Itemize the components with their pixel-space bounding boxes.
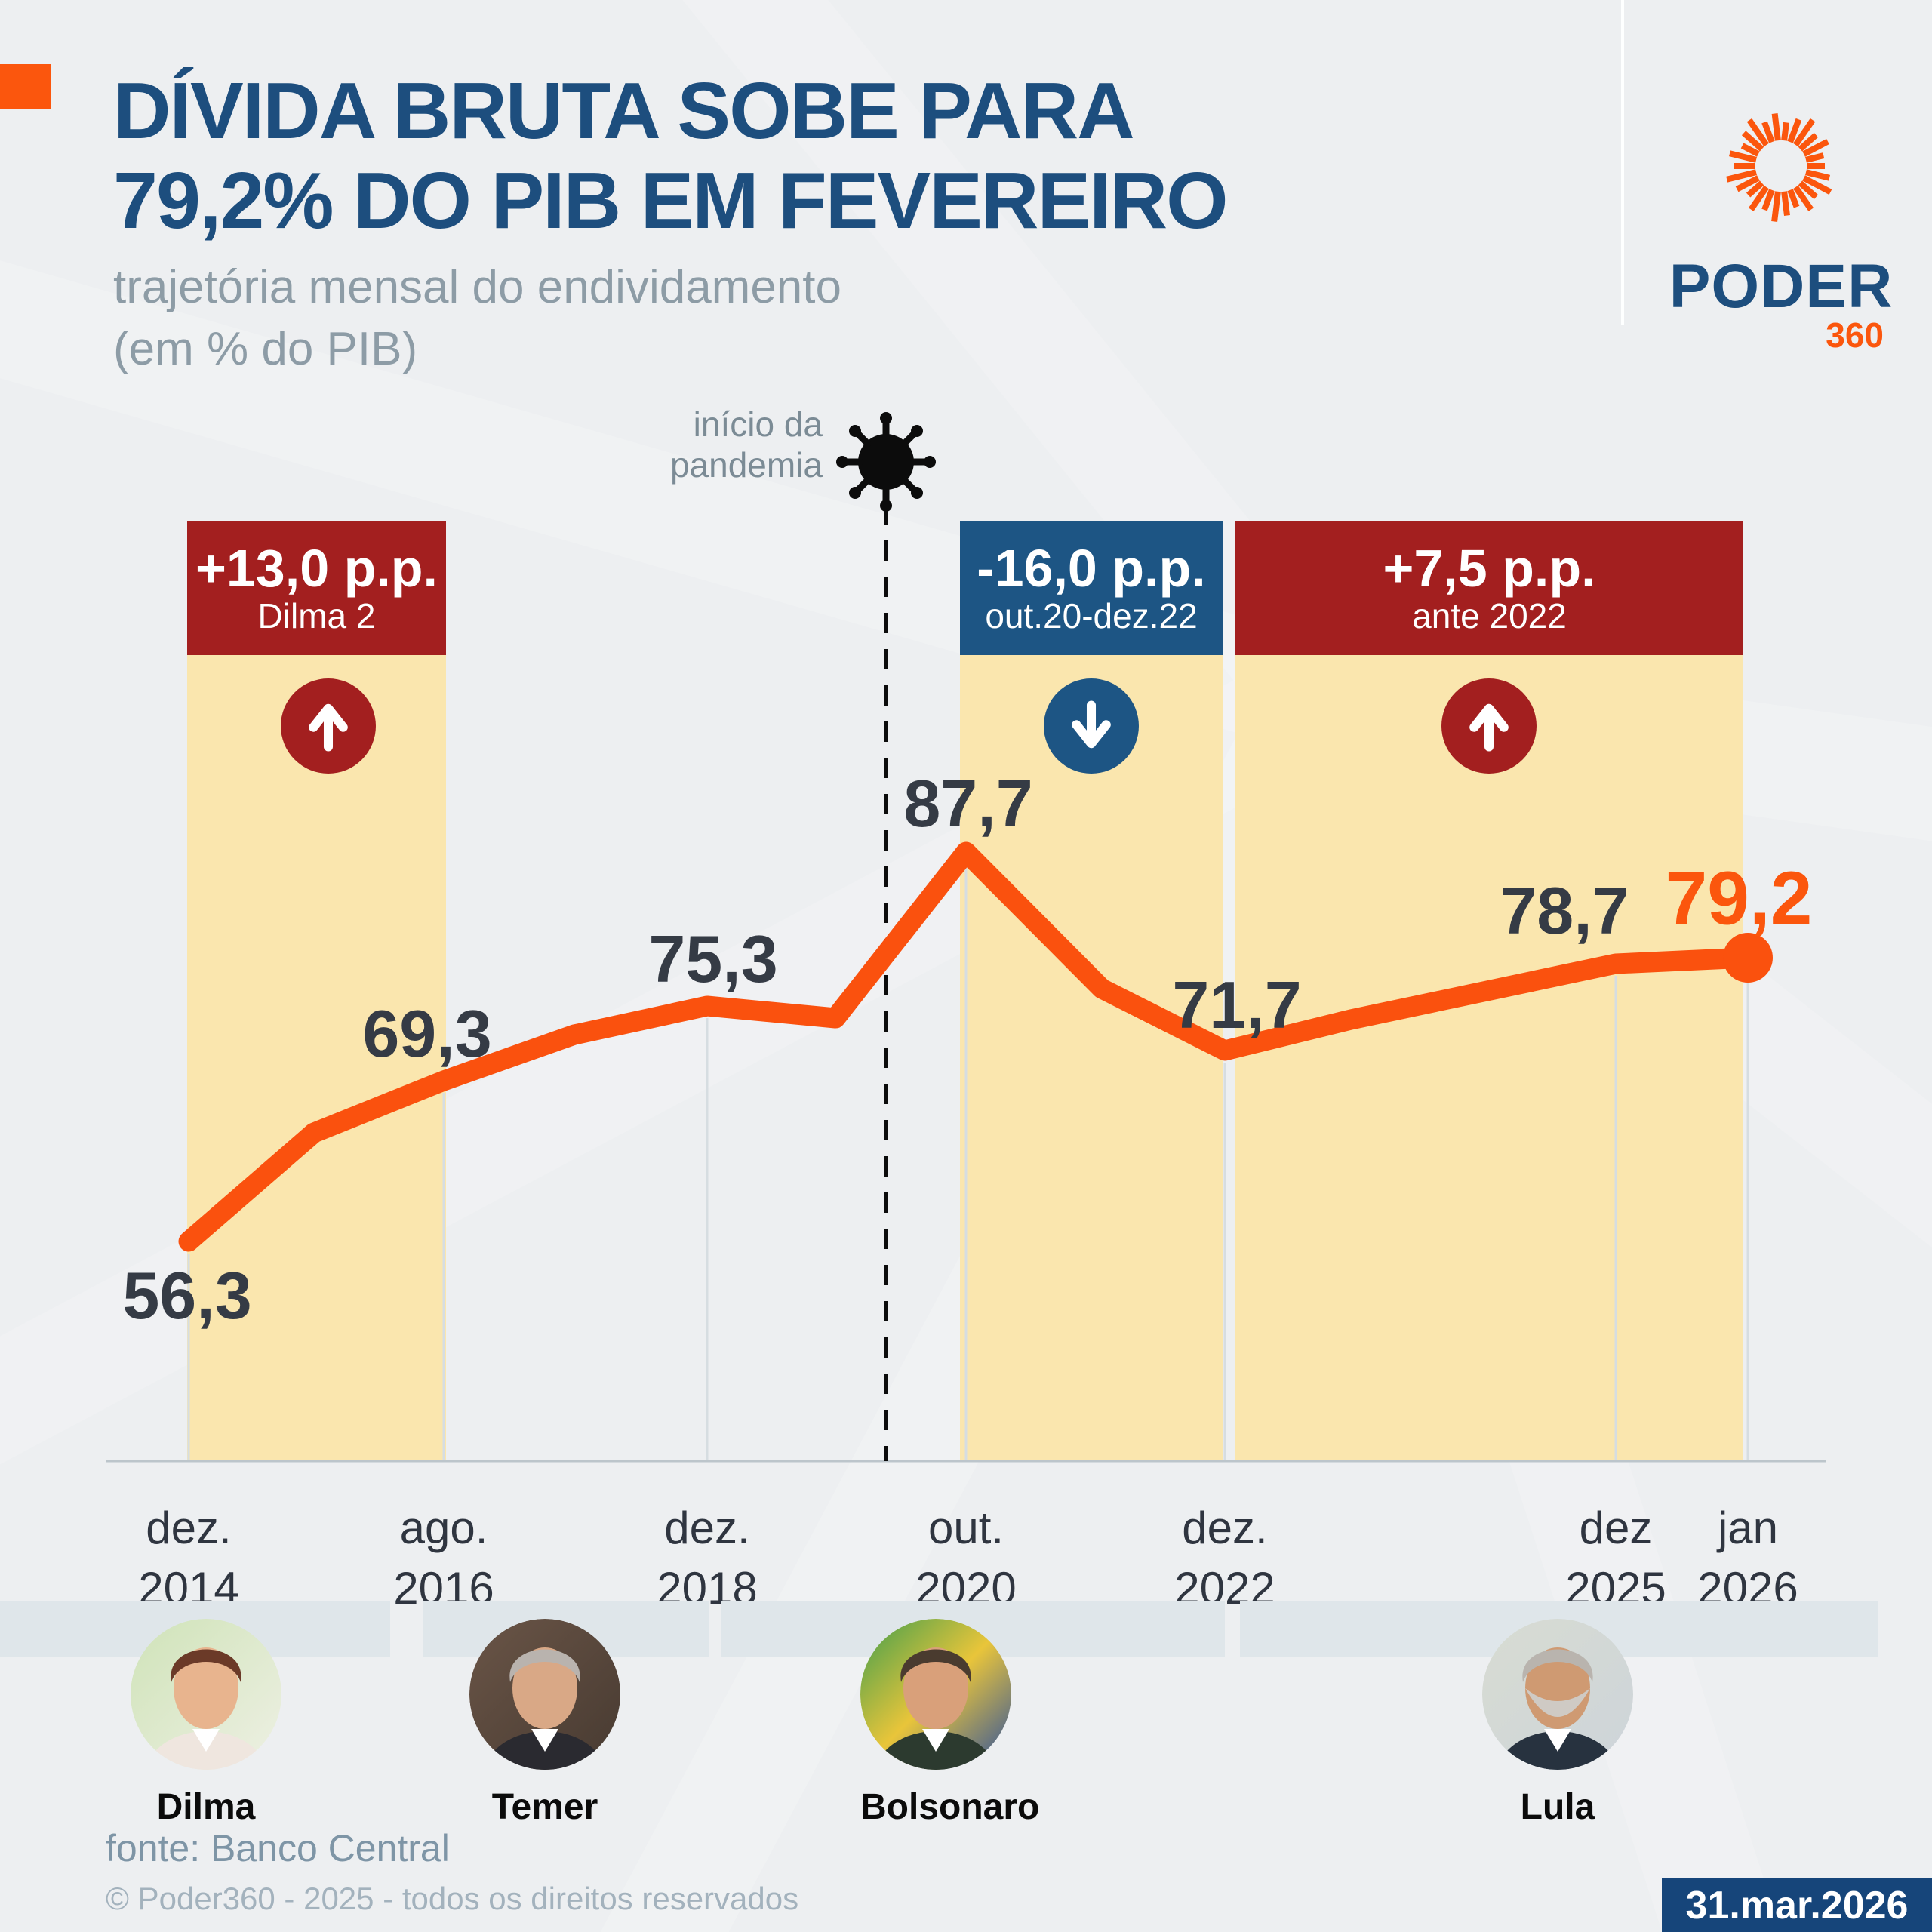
president-photo [469, 1619, 620, 1770]
president-name: Temer [491, 1787, 598, 1827]
data-point-label: 71,7 [1172, 968, 1302, 1043]
logo-wordmark: PODER [1669, 252, 1894, 321]
copyright-note: © Poder360 - 2025 - todos os direitos re… [106, 1881, 799, 1916]
arrow-up-badge [1441, 678, 1537, 774]
president-item: Dilma [131, 1619, 281, 1828]
data-point-label: 79,2 [1665, 856, 1813, 941]
logo-360: 360 [1826, 315, 1884, 355]
source-note: fonte: Banco Central [106, 1827, 450, 1869]
avatar [1482, 1619, 1633, 1770]
down-arrow-icon [1072, 700, 1111, 749]
accent-square [0, 64, 51, 109]
president-name: Lula [1520, 1787, 1595, 1827]
poder360-sunburst-icon [1726, 113, 1832, 222]
pandemic-label: início da pandemia [669, 405, 823, 485]
last-point-marker [1723, 933, 1773, 983]
x-axis-tick-label: ago. 2016 [393, 1503, 494, 1614]
avatar [860, 1619, 1011, 1770]
president-photo [131, 1619, 281, 1770]
arrow-up-badge [281, 678, 376, 774]
poder360-logo: PODER 360 [1668, 91, 1894, 352]
data-point-label: 69,3 [362, 995, 492, 1071]
arrow-down-badge [1044, 678, 1139, 774]
president-photo [1482, 1619, 1633, 1770]
president-photo [860, 1619, 1011, 1770]
highlight-band [187, 655, 446, 1461]
annotation-period: out.20-dez.22 [985, 596, 1198, 635]
data-point-label: 78,7 [1500, 873, 1629, 949]
president-item: Lula [1482, 1619, 1633, 1828]
data-point-label: 87,7 [903, 766, 1033, 841]
page-subtitle: trajetória mensal do endividamento (em %… [113, 261, 841, 375]
president-item: Temer [469, 1619, 620, 1828]
annotation-banner: -16,0 p.p. out.20-dez.22 [960, 521, 1223, 655]
annotation-value: -16,0 p.p. [977, 539, 1206, 598]
data-point-label: 75,3 [648, 921, 778, 997]
president-item: Bolsonaro [860, 1619, 1040, 1828]
virus-icon [836, 412, 936, 512]
president-name: Dilma [156, 1787, 256, 1827]
up-arrow-icon [309, 703, 348, 752]
president-name: Bolsonaro [860, 1787, 1040, 1827]
annotation-value: +7,5 p.p. [1383, 539, 1596, 598]
x-axis-tick-label: dez. 2018 [657, 1503, 758, 1614]
annotation-banner: +13,0 p.p. Dilma 2 [187, 521, 446, 655]
highlight-band [960, 655, 1223, 1461]
date-badge: 31.mar.2026 [1662, 1878, 1932, 1932]
annotation-banner: +7,5 p.p. ante 2022 [1235, 521, 1743, 655]
annotation-value: +13,0 p.p. [195, 539, 438, 598]
up-arrow-icon [1469, 703, 1509, 752]
avatar [469, 1619, 620, 1770]
annotation-period: ante 2022 [1412, 596, 1567, 635]
highlight-band [1235, 655, 1743, 1461]
avatar [131, 1619, 281, 1770]
annotation-period: Dilma 2 [257, 596, 376, 635]
page-title: DÍVIDA BRUTA SOBE PARA 79,2% DO PIB EM F… [113, 66, 1229, 245]
header-divider-line [1621, 0, 1624, 325]
data-point-label: 56,3 [122, 1258, 252, 1333]
debt-series-line [178, 841, 1758, 1252]
